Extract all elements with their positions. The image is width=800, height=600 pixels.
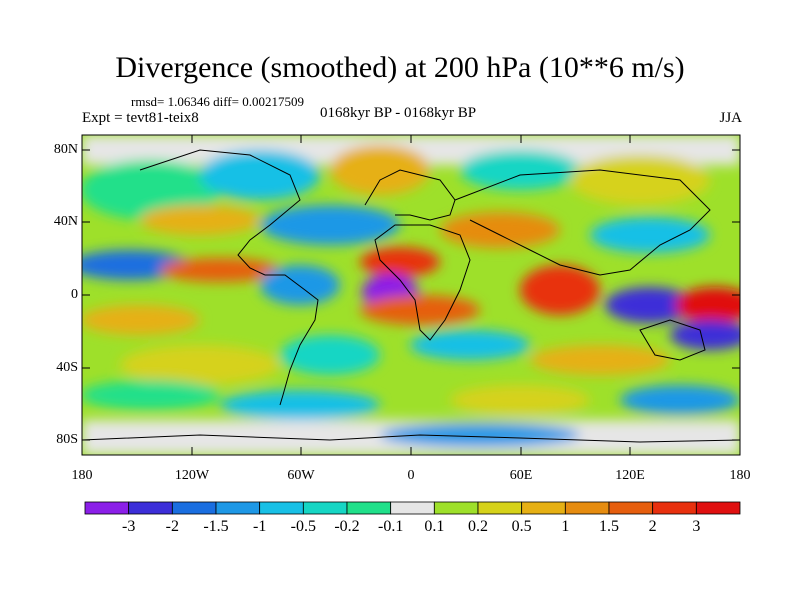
colorbar-swatch [390,501,435,515]
colorbar-swatch [695,501,741,515]
colorbar-label: -2 [165,518,179,535]
lat-label-80s: 80S [56,432,78,447]
colorbar-label: -1 [252,518,267,535]
period-label: 0168kyr BP - 0168kyr BP [320,105,477,121]
lon-label-180w: 180 [71,468,93,483]
colorbar-label: -1.5 [203,518,229,535]
lon-label-120e: 120E [615,468,645,483]
colorbar-label: 0.1 [424,518,445,535]
coastlines [82,149,740,443]
lat-label-40s: 40S [56,360,78,375]
colorbar-swatch [564,501,610,515]
colorbar-label: -3 [121,518,136,535]
colorbar-label: -0.2 [334,518,360,535]
colorbar-label: 1 [561,518,570,535]
map-title: Divergence (smoothed) at 200 hPa (10**6 … [115,51,685,84]
colorbar-swatch [477,501,523,515]
colorbar-swatch [608,501,654,515]
colorbar-swatch [84,501,130,515]
colorbar-swatch [215,501,261,515]
colorbar-label: 0.5 [511,518,532,535]
experiment-label: Expt = tevt81-teix8 [82,110,199,126]
colorbar-swatch [433,501,479,515]
lon-label-120w: 120W [174,468,210,483]
lon-ticks [191,135,631,455]
lat-label-0: 0 [71,287,78,302]
colorbar-swatch [171,501,217,515]
season-label: JJA [719,110,742,126]
lat-ticks [82,149,740,441]
colorbar-swatch [521,501,566,515]
lon-label-60w: 60W [287,468,315,483]
lat-label-40n: 40N [53,214,78,229]
colorbar-label: 1.5 [599,518,619,535]
colorbar-swatch [302,501,348,515]
rmsd-stats: rmsd= 1.06346 diff= 0.00217509 [131,94,304,109]
field-layer [82,135,740,455]
colorbar-label: 0.2 [468,518,488,535]
lon-label-0: 0 [407,468,415,483]
colorbar-label: 3 [692,518,701,535]
colorbar-swatch [652,501,697,515]
colorbar-swatch [128,501,173,515]
lat-label-80n: 80N [53,142,78,157]
colorbar-swatch [259,501,304,515]
colorbar [84,501,741,515]
colorbar-label: 2 [648,518,657,535]
lon-label-180e: 180 [729,468,751,483]
lon-label-60e: 60E [509,468,533,483]
colorbar-label: -0.1 [377,518,404,535]
colorbar-swatch [346,501,392,515]
colorbar-label: -0.5 [290,518,316,535]
